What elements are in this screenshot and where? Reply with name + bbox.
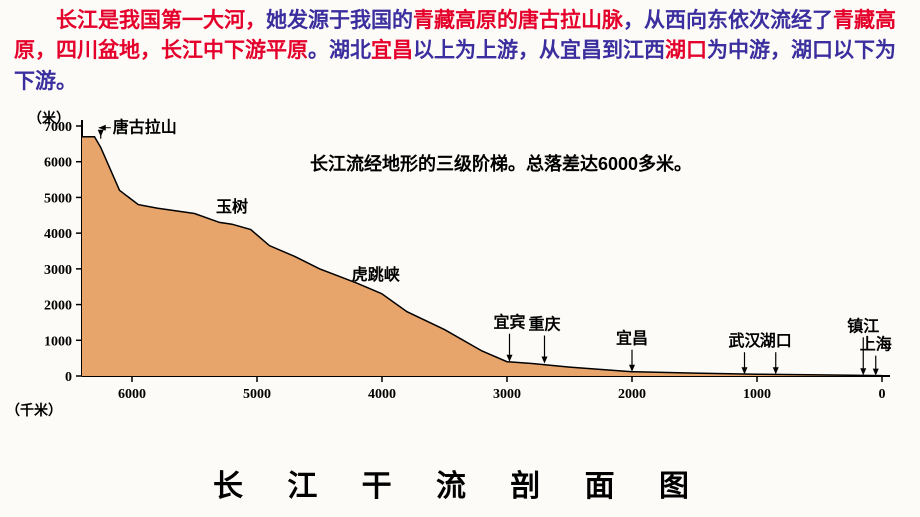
svg-text:0: 0 xyxy=(879,387,886,402)
svg-text:6000: 6000 xyxy=(118,387,146,402)
svg-text:湖口: 湖口 xyxy=(760,332,792,350)
svg-text:1000: 1000 xyxy=(44,334,72,349)
chart-title: 长 江 干 流 剖 面 图 xyxy=(0,461,920,505)
s3: 青藏高原的唐古拉山脉 xyxy=(413,9,623,32)
svg-text:5000: 5000 xyxy=(44,191,72,206)
svg-text:虎跳峡: 虎跳峡 xyxy=(352,265,400,284)
s1: 长江是我国第一大河， xyxy=(56,9,266,32)
svg-text:7000: 7000 xyxy=(44,120,72,135)
s7: 宜昌 xyxy=(371,39,413,62)
svg-text:唐古拉山: 唐古拉山 xyxy=(113,118,177,137)
s4: ，从西向东依次流经了 xyxy=(623,9,833,32)
svg-text:1000: 1000 xyxy=(743,387,771,402)
svg-text:3000: 3000 xyxy=(493,387,521,402)
svg-text:2000: 2000 xyxy=(44,299,72,314)
description-paragraph: 长江是我国第一大河，她发源于我国的青藏高原的唐古拉山脉，从西向东依次流经了青藏高… xyxy=(0,0,920,101)
svg-text:4000: 4000 xyxy=(368,387,396,402)
s2: 她发源于我国的 xyxy=(266,9,413,32)
svg-text:4000: 4000 xyxy=(44,227,72,242)
svg-text:3000: 3000 xyxy=(44,263,72,278)
svg-text:玉树: 玉树 xyxy=(216,197,248,216)
x-axis-unit: （千米） xyxy=(6,400,62,420)
chart-svg: 0 1000 2000 3000 4000 5000 6000 7000 6000 5000 400… xyxy=(20,108,900,408)
svg-text:0: 0 xyxy=(65,370,72,385)
svg-text:重庆: 重庆 xyxy=(528,315,560,334)
indent xyxy=(14,9,56,32)
svg-text:5000: 5000 xyxy=(243,387,271,402)
svg-text:2000: 2000 xyxy=(618,387,646,402)
svg-text:宜宾: 宜宾 xyxy=(493,313,525,332)
elevation-profile-chart: 0 1000 2000 3000 4000 5000 6000 7000 6000 5000 400… xyxy=(20,108,900,448)
svg-text:上海: 上海 xyxy=(860,335,892,354)
svg-text:镇江: 镇江 xyxy=(847,316,879,335)
svg-text:武汉: 武汉 xyxy=(728,331,761,350)
svg-text:宜昌: 宜昌 xyxy=(616,329,648,348)
s6: 。湖北 xyxy=(308,39,371,62)
s9: 湖口 xyxy=(665,39,707,62)
s8: 以上为上游，从宜昌到江西 xyxy=(413,39,665,62)
svg-text:6000: 6000 xyxy=(44,156,72,171)
